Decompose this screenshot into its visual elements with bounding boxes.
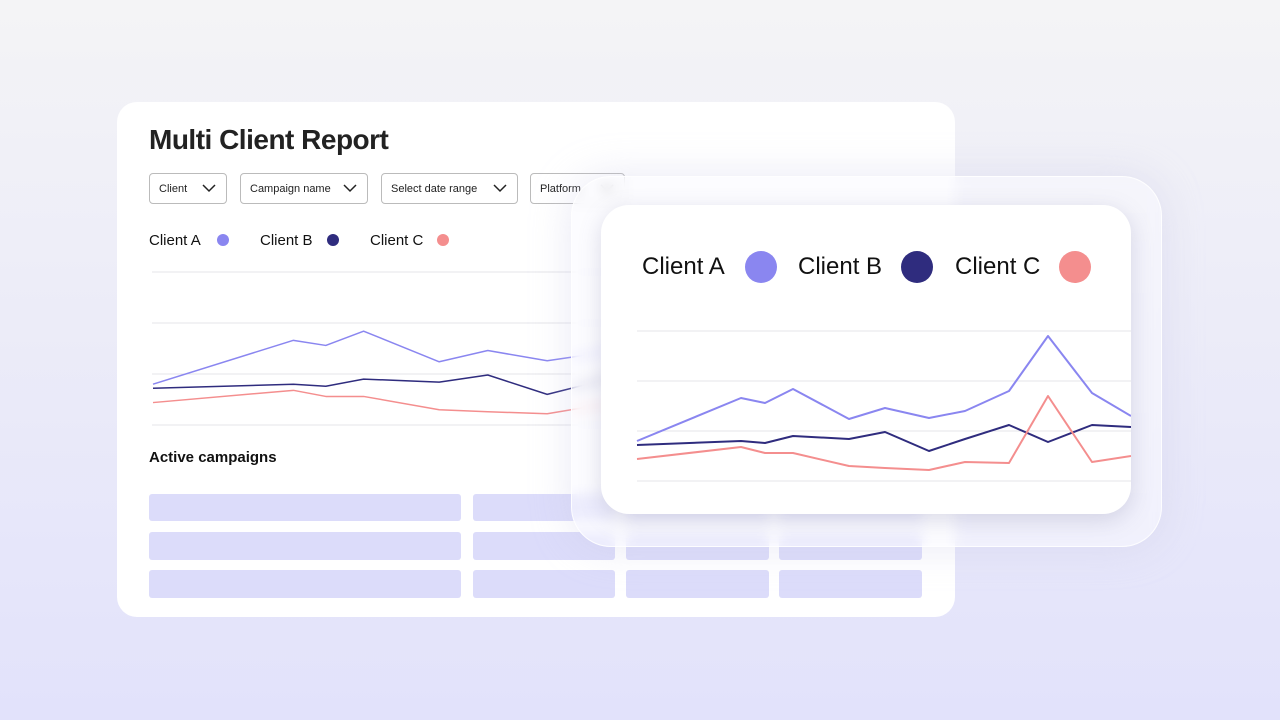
legend-label: Client C — [955, 253, 1041, 280]
report-title: Multi Client Report — [149, 124, 389, 155]
dropdown[interactable]: Select date range — [381, 173, 518, 204]
dropdown[interactable]: Client — [149, 173, 227, 204]
series-line — [636, 395, 1131, 471]
placeholder-cell — [149, 494, 461, 521]
legend-label: Client B — [260, 232, 313, 249]
chevron-icon — [343, 184, 357, 193]
placeholder-cell — [149, 532, 461, 560]
dropdown-label: Platform — [540, 182, 581, 195]
legend-dot — [327, 234, 339, 246]
chart — [636, 330, 1131, 482]
chevron-icon — [202, 184, 216, 193]
section-title: Active campaigns — [149, 449, 277, 466]
legend-dot — [217, 234, 229, 246]
legend-label: Client C — [370, 232, 424, 249]
dropdown-label: Select date range — [391, 182, 478, 195]
placeholder-cell — [779, 570, 922, 598]
legend-label: Client A — [642, 253, 725, 280]
legend-dot — [901, 251, 933, 283]
legend-label: Client B — [798, 253, 883, 280]
chevron-icon — [493, 184, 507, 193]
series-line — [636, 424, 1131, 452]
chevron — [343, 184, 357, 193]
dropdown-label: Client — [159, 182, 188, 195]
legend-dot — [745, 251, 777, 283]
dropdown-label: Campaign name — [250, 182, 331, 195]
zoom-card — [601, 205, 1131, 514]
placeholder-cell — [626, 570, 769, 598]
legend-label: Client A — [149, 232, 201, 249]
chevron — [493, 184, 507, 193]
chevron — [202, 184, 216, 193]
legend-dot — [1059, 251, 1091, 283]
legend-dot — [437, 234, 449, 246]
dropdown[interactable]: Campaign name — [240, 173, 368, 204]
placeholder-cell — [149, 570, 461, 598]
placeholder-cell — [473, 570, 615, 598]
series-line — [636, 335, 1131, 442]
